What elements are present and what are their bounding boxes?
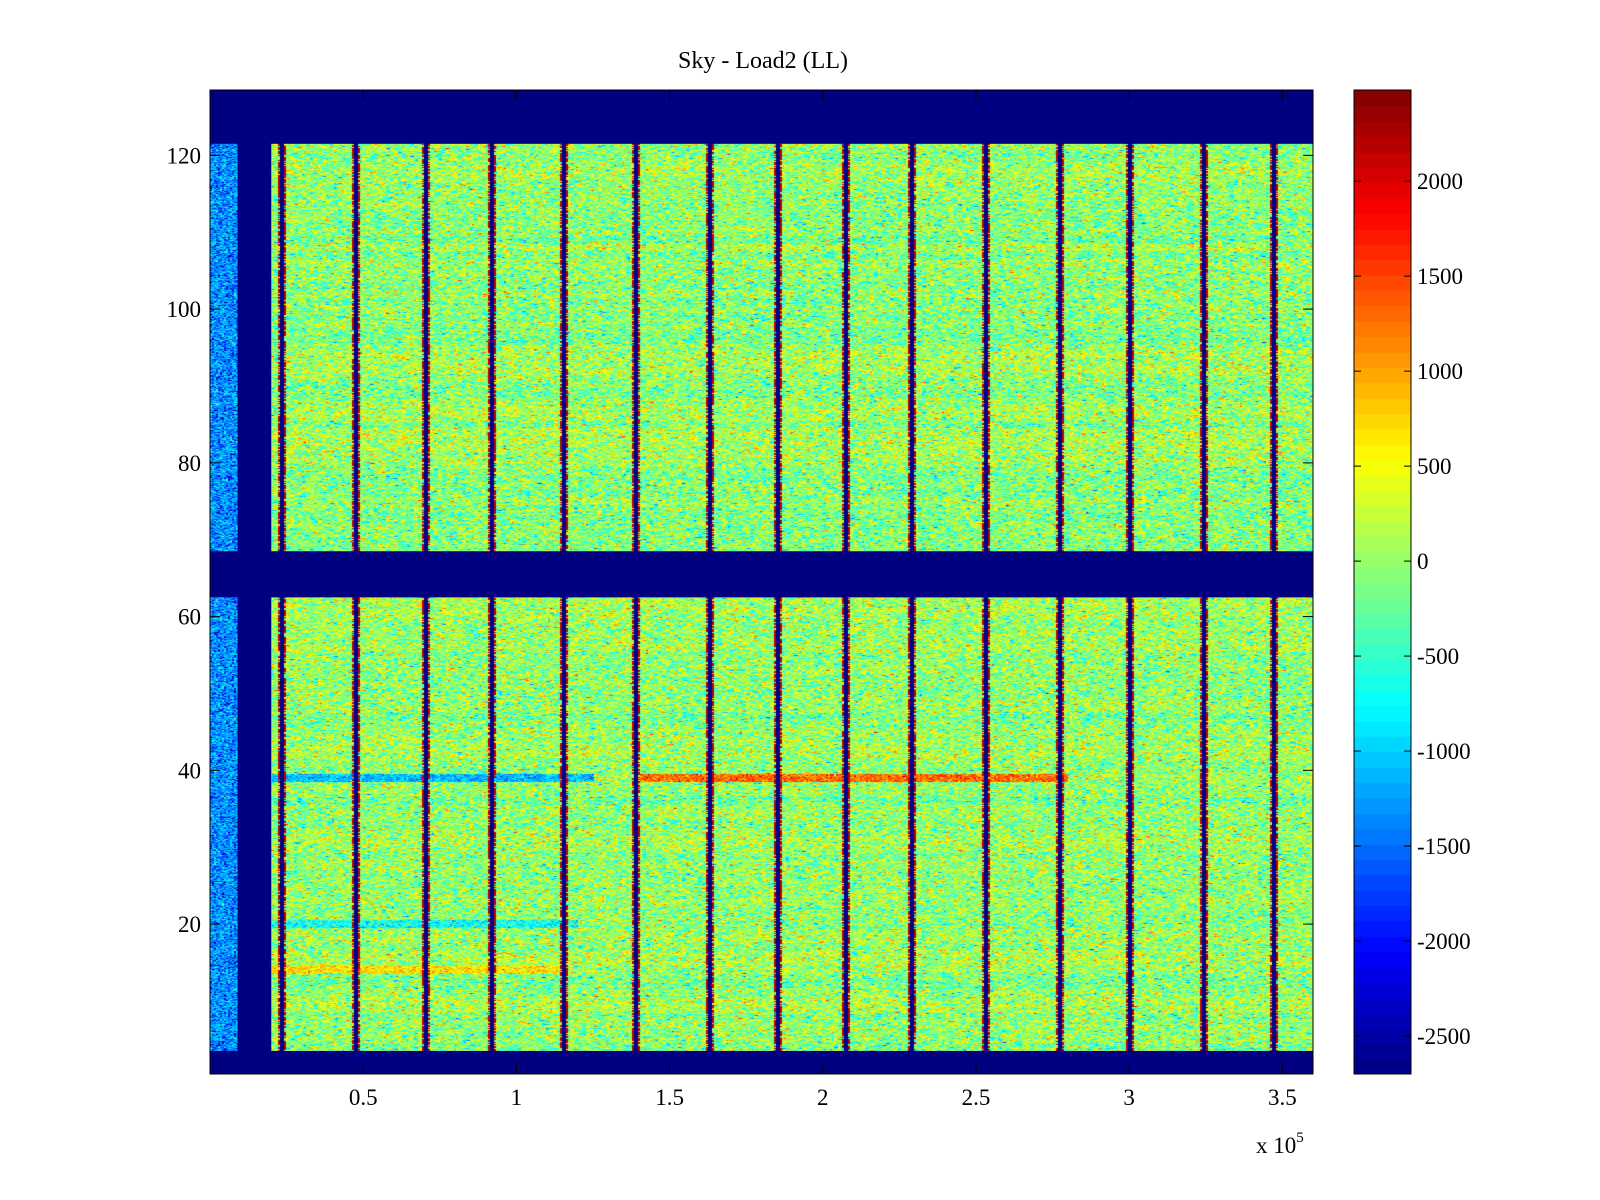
x-tick-label: 3 bbox=[1123, 1085, 1135, 1110]
y-tick-label: 100 bbox=[167, 297, 202, 322]
colorbar-tick-label: -1000 bbox=[1417, 739, 1471, 764]
x-tick-label: 2 bbox=[817, 1085, 829, 1110]
x-multiplier-base: x 10 bbox=[1256, 1133, 1296, 1158]
masked-row-band bbox=[210, 1050, 1313, 1074]
x-tick-label: 3.5 bbox=[1268, 1085, 1297, 1110]
colorbar-tick-label: 500 bbox=[1417, 454, 1452, 479]
chart-title: Sky - Load2 (LL) bbox=[678, 48, 848, 74]
masked-column-band bbox=[237, 90, 272, 1074]
y-tick-label: 80 bbox=[178, 451, 201, 476]
y-tick-label: 40 bbox=[178, 758, 201, 783]
masked-row-band bbox=[210, 551, 1313, 598]
colorbar: -2500 -2000 -1500 -1000 -500 0 500 1000 1500 2000 bbox=[1353, 89, 1471, 1075]
colorbar-ticks: -2500 -2000 -1500 -1000 -500 0 500 1000 1500 2000 bbox=[1354, 169, 1471, 1049]
x-multiplier: x 105 bbox=[1256, 1130, 1304, 1158]
colorbar-tick-label: 1000 bbox=[1417, 359, 1463, 384]
y-tick-label: 20 bbox=[178, 912, 201, 937]
masked-row-band bbox=[210, 90, 1313, 144]
heatmap-area bbox=[210, 90, 1313, 1074]
colorbar-tick-label: 2000 bbox=[1417, 169, 1463, 194]
x-axis: 0.5 1 1.5 2 2.5 3 3.5 bbox=[349, 90, 1297, 1110]
y-tick-label: 120 bbox=[167, 143, 202, 168]
x-multiplier-exponent: 5 bbox=[1296, 1130, 1304, 1146]
y-axis: 20 40 60 80 100 120 bbox=[167, 143, 1313, 937]
colorbar-tick-label: -500 bbox=[1417, 644, 1459, 669]
colorbar-tick-label: -2000 bbox=[1417, 929, 1471, 954]
colorbar-tick-label: 0 bbox=[1417, 549, 1429, 574]
colorbar-tick-label: -2500 bbox=[1417, 1024, 1471, 1049]
x-tick-label: 2.5 bbox=[962, 1085, 991, 1110]
colorbar-tick-label: -1500 bbox=[1417, 834, 1471, 859]
y-tick-label: 60 bbox=[178, 605, 201, 630]
x-tick-label: 1 bbox=[511, 1085, 523, 1110]
colorbar-gradient bbox=[1354, 90, 1411, 1074]
colorbar-tick-label: 1500 bbox=[1417, 264, 1463, 289]
x-tick-label: 0.5 bbox=[349, 1085, 378, 1110]
plot-frame bbox=[209, 89, 1314, 1075]
x-tick-label: 1.5 bbox=[655, 1085, 684, 1110]
colorbar-frame bbox=[1353, 89, 1412, 1075]
